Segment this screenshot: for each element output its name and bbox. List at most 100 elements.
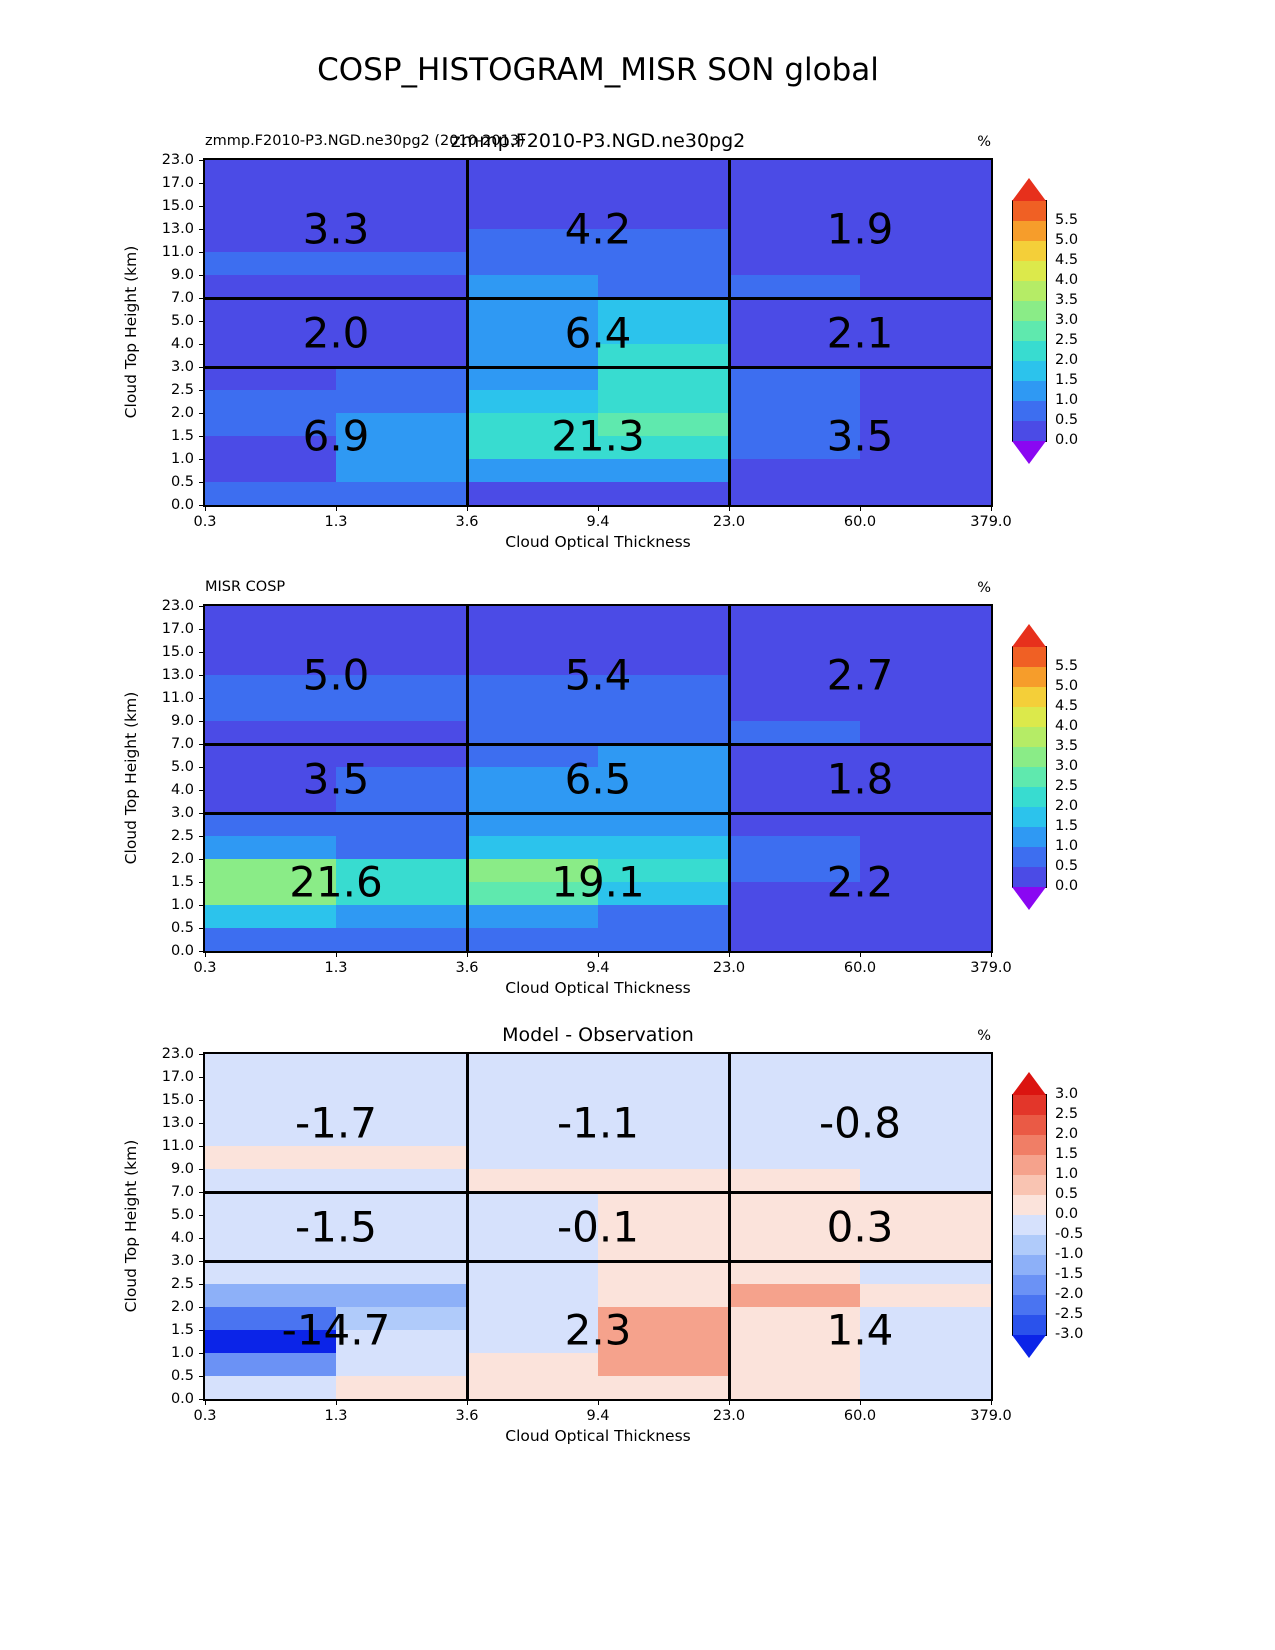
heatmap-cell xyxy=(467,652,598,675)
region-mean-label: 3.5 xyxy=(826,411,894,461)
heatmap-cell xyxy=(729,1215,860,1238)
heatmap-cell xyxy=(205,1146,336,1169)
heatmap-cell xyxy=(205,459,336,482)
heatmap-cell xyxy=(860,629,991,652)
region-divider-line xyxy=(205,1259,991,1263)
colorbar-tick-label: 1.5 xyxy=(1055,818,1079,834)
heatmap-cell xyxy=(598,1215,729,1238)
colorbar-tick-label: 5.5 xyxy=(1055,658,1079,674)
heatmap-cell xyxy=(598,1169,729,1192)
x-tick-label: 3.6 xyxy=(455,960,479,976)
region-mean-label: 5.0 xyxy=(302,650,370,700)
heatmap-cell xyxy=(598,413,729,436)
y-tick-label: 17.0 xyxy=(161,621,194,637)
heatmap-cell xyxy=(336,1330,467,1353)
region-divider-line xyxy=(465,606,469,951)
x-axis-ticks: 0.3 1.3 3.6 9.4 23.0 60.0 379.0 xyxy=(193,505,1012,535)
region-mean-label: 1.9 xyxy=(826,204,894,254)
heatmap-cell xyxy=(336,1238,467,1261)
region-divider-line xyxy=(727,606,731,951)
heatmap-cell xyxy=(860,836,991,859)
y-tick-label: 17.0 xyxy=(161,1069,194,1085)
heatmap-cell xyxy=(860,252,991,275)
y-tick-label: 1.0 xyxy=(170,451,194,467)
region-divider-line xyxy=(465,160,469,505)
region-mean-label: -0.8 xyxy=(819,1098,901,1148)
colorbar-tick-label: 2.5 xyxy=(1055,332,1079,348)
heatmap-cell xyxy=(205,1330,336,1353)
y-tick-mark xyxy=(199,675,205,677)
y-tick-label: 0.0 xyxy=(170,1391,194,1407)
heatmap-cell xyxy=(205,367,336,390)
y-tick-mark xyxy=(199,790,205,792)
y-tick-label: 0.0 xyxy=(170,943,194,959)
region-divider-line xyxy=(205,811,991,815)
colorbar-tick-label: 5.5 xyxy=(1055,212,1079,228)
region-mean-label: 1.8 xyxy=(826,754,894,803)
heatmap-cell xyxy=(467,413,598,436)
heatmap-cell xyxy=(467,1376,598,1399)
colorbar-tick-label: 5.0 xyxy=(1055,232,1079,248)
heatmap-cell xyxy=(860,206,991,229)
y-tick-mark xyxy=(199,229,205,231)
y-tick-label: 13.0 xyxy=(161,221,194,237)
heatmap-cell xyxy=(336,905,467,928)
colorbar-ticks: 3.0 2.5 2.0 1.5 1.0 0.5 0.0 -0.5 -1.0 -1.5 -2.0 -2.… xyxy=(1055,1054,1115,1399)
heatmap-cell xyxy=(205,721,336,744)
region-mean-label: -14.7 xyxy=(281,1305,391,1355)
heatmap-cell xyxy=(467,744,598,767)
colorbar-tick-label: 4.0 xyxy=(1055,718,1079,734)
heatmap-cell xyxy=(729,1307,860,1330)
heatmap-cell xyxy=(336,698,467,721)
y-tick-mark xyxy=(199,951,205,953)
heatmap-cell xyxy=(729,160,860,183)
y-tick-mark xyxy=(199,436,205,438)
colorbar-tick-label: 1.5 xyxy=(1055,1146,1079,1162)
y-tick-label: 2.0 xyxy=(170,405,194,421)
colorbar-band xyxy=(1013,687,1046,707)
y-tick-mark xyxy=(199,882,205,884)
heatmap-cell xyxy=(729,183,860,206)
heatmap-cell xyxy=(336,206,467,229)
y-tick-label: 1.5 xyxy=(170,428,194,444)
y-tick-mark xyxy=(199,836,205,838)
heatmap-cell xyxy=(205,1054,336,1077)
heatmap-cell xyxy=(598,206,729,229)
y-tick-label: 2.5 xyxy=(170,828,194,844)
region-divider-line xyxy=(205,1190,991,1194)
heatmap-cell xyxy=(598,1376,729,1399)
heatmap-cell xyxy=(860,882,991,905)
heatmap-cell xyxy=(860,367,991,390)
heatmap-cell xyxy=(205,1192,336,1215)
colorbar-tick-label: 1.0 xyxy=(1055,1166,1079,1182)
x-tick-label: 1.3 xyxy=(324,960,348,976)
heatmap-cell xyxy=(860,160,991,183)
colorbar-band xyxy=(1013,401,1046,421)
heatmap-cell xyxy=(336,675,467,698)
heatmap-cell xyxy=(467,1261,598,1284)
y-tick-mark xyxy=(199,1399,205,1401)
colorbar-arrow-top xyxy=(1012,178,1046,201)
heatmap-cell xyxy=(467,482,598,505)
heatmap-cell xyxy=(860,606,991,629)
heatmap-cell xyxy=(336,1054,467,1077)
x-tick-label: 379.0 xyxy=(970,960,1012,976)
heatmap-cell xyxy=(860,1077,991,1100)
colorbar-band xyxy=(1013,301,1046,321)
heatmap-cell xyxy=(205,905,336,928)
heatmap-cell xyxy=(205,275,336,298)
y-tick-mark xyxy=(199,321,205,323)
y-tick-mark xyxy=(199,767,205,769)
heatmap-cell xyxy=(467,459,598,482)
heatmap-cell xyxy=(598,629,729,652)
colorbar-tick-label: 0.0 xyxy=(1055,1206,1079,1222)
colorbar-tick-label: 2.5 xyxy=(1055,1106,1079,1122)
heatmap-cell xyxy=(729,206,860,229)
heatmap-cell xyxy=(336,229,467,252)
heatmap-cell xyxy=(598,790,729,813)
y-tick-mark xyxy=(199,1353,205,1355)
colorbar-tick-label: -1.0 xyxy=(1055,1246,1084,1262)
x-axis-ticks: 0.3 1.3 3.6 9.4 23.0 60.0 379.0 xyxy=(193,951,1012,981)
colorbar-band xyxy=(1013,727,1046,747)
heatmap-cell xyxy=(860,813,991,836)
